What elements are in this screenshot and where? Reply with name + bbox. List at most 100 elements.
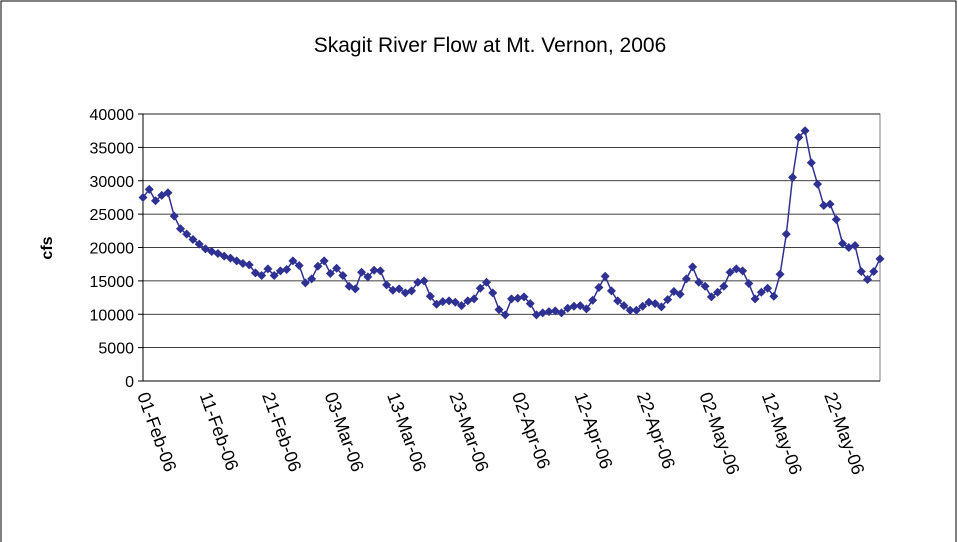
data-point — [719, 281, 729, 291]
data-point — [500, 310, 510, 320]
data-point — [769, 291, 779, 301]
data-point — [538, 308, 548, 318]
data-point — [313, 261, 323, 271]
data-point — [788, 172, 798, 182]
data-point — [407, 286, 417, 296]
data-point — [631, 305, 641, 315]
data-point — [606, 286, 616, 296]
data-point — [319, 256, 329, 266]
data-point — [138, 192, 148, 202]
y-tick-label: 0 — [125, 374, 134, 391]
data-point — [600, 271, 610, 281]
data-point — [588, 295, 598, 305]
data-point — [338, 271, 348, 281]
data-point — [194, 239, 204, 249]
y-tick-label: 40000 — [90, 107, 135, 124]
data-point — [182, 229, 192, 239]
data-point — [638, 301, 648, 311]
data-point — [663, 295, 673, 305]
data-point — [175, 224, 185, 234]
data-point — [706, 292, 716, 302]
data-point — [756, 287, 766, 297]
data-point — [144, 184, 154, 194]
data-point — [507, 294, 516, 304]
data-point — [713, 287, 723, 297]
data-point — [425, 291, 435, 301]
data-point — [475, 283, 485, 293]
data-point — [875, 254, 885, 264]
data-point — [625, 305, 635, 315]
y-tick-label: 35000 — [90, 140, 135, 157]
data-point — [750, 294, 760, 304]
data-point — [594, 283, 604, 293]
chart-title: Skagit River Flow at Mt. Vernon, 2006 — [314, 34, 667, 57]
data-point — [275, 266, 285, 276]
data-point — [700, 281, 710, 291]
data-point — [469, 294, 479, 304]
data-point — [457, 301, 467, 311]
data-point — [863, 275, 873, 285]
data-point — [775, 269, 785, 279]
data-point — [169, 211, 179, 221]
data-point — [725, 267, 735, 277]
data-point — [744, 279, 754, 289]
data-point — [738, 266, 748, 276]
data-point — [332, 263, 342, 273]
y-tick-label: 10000 — [90, 307, 135, 324]
data-point — [619, 301, 629, 311]
data-point — [813, 179, 823, 189]
data-point — [806, 158, 816, 168]
data-point — [188, 234, 198, 244]
data-point — [850, 240, 860, 250]
data-point — [163, 188, 173, 198]
y-tick-label: 5000 — [98, 341, 134, 358]
data-point — [681, 274, 691, 284]
data-point — [363, 272, 373, 282]
data-point — [613, 296, 623, 306]
data-point — [819, 200, 829, 210]
data-point — [675, 289, 685, 299]
data-point — [488, 288, 498, 298]
data-point — [800, 126, 810, 136]
data-point — [694, 277, 704, 287]
y-axis-label: cfs — [39, 236, 56, 259]
y-tick-label: 15000 — [90, 274, 135, 291]
data-point — [438, 297, 448, 307]
y-tick-label: 30000 — [90, 174, 135, 191]
data-point — [794, 132, 804, 142]
data-point — [763, 283, 773, 293]
data-point — [369, 265, 379, 275]
data-point — [569, 301, 579, 311]
data-point — [244, 260, 254, 270]
data-point — [238, 259, 248, 269]
data-point — [831, 214, 841, 224]
y-tick-label: 20000 — [90, 241, 135, 258]
data-point — [294, 261, 304, 271]
data-point — [494, 305, 504, 315]
data-point — [388, 285, 398, 295]
data-point — [656, 302, 666, 312]
data-point — [375, 266, 385, 276]
data-point — [444, 296, 454, 306]
data-point — [357, 267, 367, 277]
data-point — [282, 265, 292, 275]
data-point — [250, 268, 260, 278]
data-point — [825, 199, 835, 209]
data-point — [300, 278, 310, 288]
data-point — [581, 304, 591, 314]
data-point — [544, 307, 554, 317]
data-point — [688, 262, 698, 272]
data-point — [781, 229, 791, 239]
data-point — [288, 256, 298, 266]
data-point — [644, 297, 654, 307]
data-point — [838, 238, 848, 248]
data-point — [513, 293, 523, 303]
y-tick-label: 25000 — [90, 207, 135, 224]
data-point — [307, 274, 317, 284]
data-point — [269, 271, 279, 281]
data-point — [856, 267, 866, 277]
data-point — [450, 297, 460, 307]
data-point — [382, 280, 392, 290]
data-point — [650, 299, 660, 309]
